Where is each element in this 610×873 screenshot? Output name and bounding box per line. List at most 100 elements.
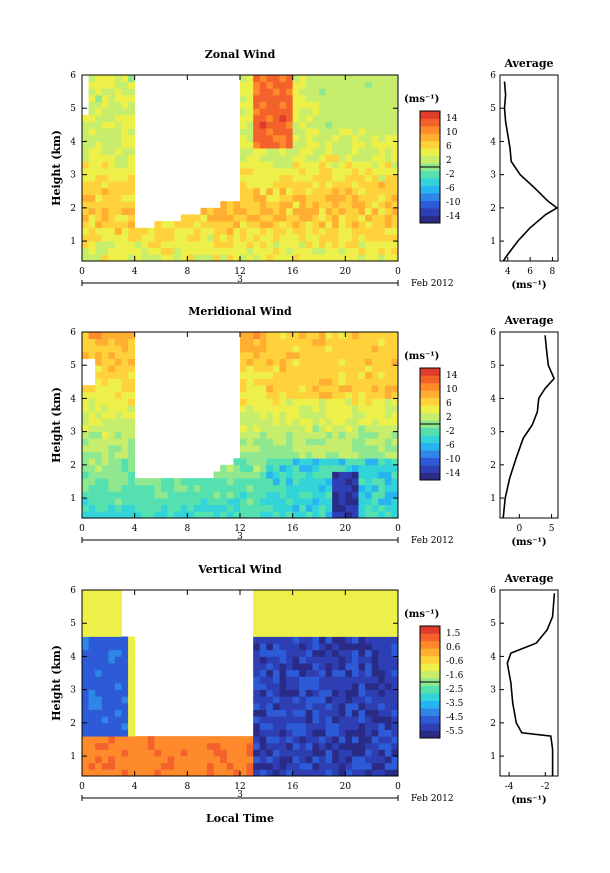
heatmap-cell bbox=[384, 425, 392, 433]
heatmap-cell bbox=[121, 669, 129, 677]
heatmap-cell bbox=[358, 669, 366, 677]
heatmap-cell bbox=[95, 411, 103, 419]
heatmap-cell bbox=[193, 247, 201, 255]
heatmap-cell bbox=[358, 351, 366, 359]
heatmap-cell bbox=[108, 254, 116, 262]
heatmap-cell bbox=[286, 689, 294, 697]
heatmap-cell bbox=[312, 234, 320, 242]
profile-y-tick-label: 6 bbox=[490, 586, 496, 596]
heatmap-cell bbox=[180, 511, 188, 519]
heatmap-cell bbox=[279, 214, 287, 222]
heatmap-cell bbox=[95, 425, 103, 433]
heatmap-cell bbox=[259, 351, 267, 359]
day-label: 3 bbox=[237, 790, 243, 800]
heatmap-cell bbox=[272, 649, 280, 657]
heatmap-cell bbox=[226, 504, 234, 512]
heatmap-cell bbox=[332, 511, 340, 519]
heatmap-cell bbox=[272, 709, 280, 717]
heatmap-cell bbox=[358, 181, 366, 189]
heatmap-cell bbox=[332, 108, 340, 116]
heatmap-cell bbox=[371, 629, 379, 637]
heatmap-cell bbox=[332, 603, 340, 611]
heatmap-cell bbox=[351, 722, 359, 730]
heatmap-cell bbox=[319, 729, 326, 737]
heatmap-cell bbox=[358, 623, 366, 631]
heatmap-cell bbox=[286, 187, 294, 195]
heatmap-cell bbox=[351, 464, 359, 472]
heatmap-cell bbox=[246, 108, 254, 116]
heatmap-cell bbox=[114, 121, 122, 129]
heatmap-cell bbox=[88, 141, 96, 149]
heatmap-cell bbox=[384, 696, 392, 704]
heatmap-cell bbox=[391, 663, 399, 671]
heatmap-cell bbox=[371, 425, 379, 433]
heatmap-cell bbox=[246, 742, 254, 750]
heatmap-cell bbox=[128, 134, 136, 142]
heatmap-cell bbox=[325, 101, 333, 109]
heatmap-cell bbox=[233, 491, 241, 499]
heatmap-cell bbox=[332, 88, 340, 96]
heatmap-cell bbox=[384, 234, 392, 242]
heatmap-cell bbox=[82, 148, 89, 156]
heatmap-cell bbox=[351, 729, 359, 737]
profile-y-tick-label: 4 bbox=[490, 394, 496, 404]
heatmap-cell bbox=[220, 491, 228, 499]
heatmap-cell bbox=[365, 478, 373, 486]
heatmap-cell bbox=[253, 769, 261, 777]
colorbar-units: (ms⁻¹) bbox=[404, 94, 439, 105]
heatmap-cell bbox=[88, 491, 96, 499]
heatmap-cell bbox=[272, 623, 280, 631]
heatmap-cell bbox=[371, 623, 379, 631]
heatmap-cell bbox=[266, 148, 274, 156]
heatmap-cell bbox=[286, 378, 294, 386]
heatmap-cell bbox=[279, 365, 287, 373]
heatmap-cell bbox=[259, 749, 267, 757]
heatmap-cell bbox=[371, 636, 379, 644]
heatmap-cell bbox=[266, 729, 274, 737]
heatmap-cell bbox=[325, 174, 333, 182]
heatmap-cell bbox=[246, 425, 254, 433]
heatmap-cell bbox=[154, 511, 162, 519]
heatmap-cell bbox=[259, 649, 267, 657]
heatmap-cell bbox=[266, 762, 274, 770]
heatmap-cell bbox=[312, 161, 320, 169]
heatmap-cell bbox=[358, 214, 366, 222]
heatmap-cell bbox=[292, 596, 300, 604]
heatmap-cell bbox=[299, 736, 307, 744]
heatmap-cell bbox=[371, 114, 379, 122]
heatmap-cell bbox=[95, 161, 103, 169]
heatmap-cell bbox=[345, 121, 353, 129]
heatmap-cell bbox=[351, 616, 359, 624]
heatmap-cell bbox=[292, 676, 300, 684]
heatmap-cell bbox=[193, 749, 201, 757]
heatmap-cell bbox=[332, 669, 340, 677]
heatmap-cell bbox=[292, 398, 300, 406]
heatmap-cell bbox=[240, 194, 247, 202]
heatmap-cell bbox=[240, 168, 247, 176]
heatmap-cell bbox=[305, 676, 313, 684]
heatmap-cell bbox=[299, 464, 307, 472]
heatmap-cell bbox=[319, 504, 326, 512]
y-tick-label: 1 bbox=[70, 237, 76, 247]
heatmap-cell bbox=[292, 616, 300, 624]
heatmap-cell bbox=[88, 590, 96, 598]
heatmap-cell bbox=[391, 161, 399, 169]
heatmap-cell bbox=[345, 391, 353, 399]
heatmap-cell bbox=[371, 345, 379, 353]
heatmap-cell bbox=[351, 663, 359, 671]
heatmap-cell bbox=[266, 464, 274, 472]
heatmap-cell bbox=[266, 154, 274, 162]
y-tick-label: 4 bbox=[70, 137, 76, 147]
heatmap-cell bbox=[180, 234, 188, 242]
heatmap-cell bbox=[101, 411, 109, 419]
heatmap-cell bbox=[312, 227, 320, 235]
heatmap-cell bbox=[286, 398, 294, 406]
heatmap-cell bbox=[240, 391, 247, 399]
heatmap-cell bbox=[391, 241, 399, 249]
heatmap-cell bbox=[88, 643, 96, 651]
heatmap-cell bbox=[286, 168, 294, 176]
heatmap-cell bbox=[292, 716, 300, 724]
heatmap-cell bbox=[88, 484, 96, 492]
heatmap-cell bbox=[114, 108, 122, 116]
